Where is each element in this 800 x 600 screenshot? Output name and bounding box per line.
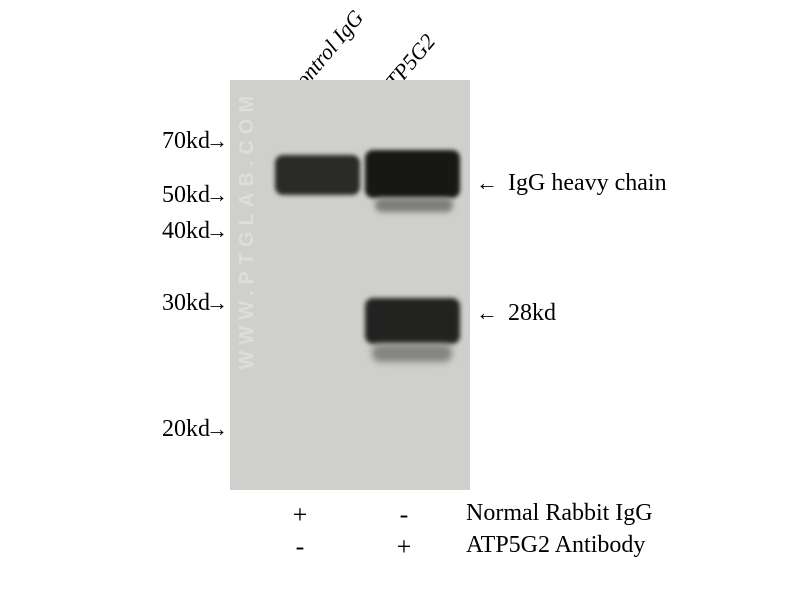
mw-70kd-label: 70kd	[130, 128, 210, 155]
igg-band-lane2-tail	[375, 198, 453, 212]
band-28kd-lane2-tail	[372, 344, 452, 362]
mw-20kd-label: 20kd	[130, 416, 210, 443]
atp5g2-lane1-symbol: -	[280, 532, 320, 562]
normal-igg-lane1-symbol: +	[280, 500, 320, 530]
mw-40kd-arrow: →	[206, 218, 228, 244]
igg-band-lane1	[275, 155, 360, 195]
band-28kd-lane2	[365, 298, 460, 344]
igg-heavy-chain-label: IgG heavy chain	[508, 170, 667, 197]
mw-30kd-arrow: →	[206, 290, 228, 316]
atp5g2-condition-label: ATP5G2 Antibody	[466, 532, 645, 559]
normal-igg-lane2-symbol: -	[384, 500, 424, 530]
band-28kd-label: 28kd	[508, 300, 556, 327]
mw-30kd-label: 30kd	[130, 290, 210, 317]
watermark-text: WWW.PTGLAB.COM	[236, 90, 259, 370]
igg-heavy-chain-arrow: ←	[476, 170, 498, 196]
normal-igg-condition-label: Normal Rabbit IgG	[466, 500, 653, 527]
mw-20kd-arrow: →	[206, 416, 228, 442]
band-28kd-arrow: ←	[476, 300, 498, 326]
mw-50kd-arrow: →	[206, 182, 228, 208]
atp5g2-lane2-symbol: +	[384, 532, 424, 562]
western-blot-image: WWW.PTGLAB.COM	[230, 80, 470, 490]
igg-band-lane2	[365, 150, 460, 198]
mw-50kd-label: 50kd	[130, 182, 210, 209]
mw-40kd-label: 40kd	[130, 218, 210, 245]
mw-70kd-arrow: →	[206, 128, 228, 154]
